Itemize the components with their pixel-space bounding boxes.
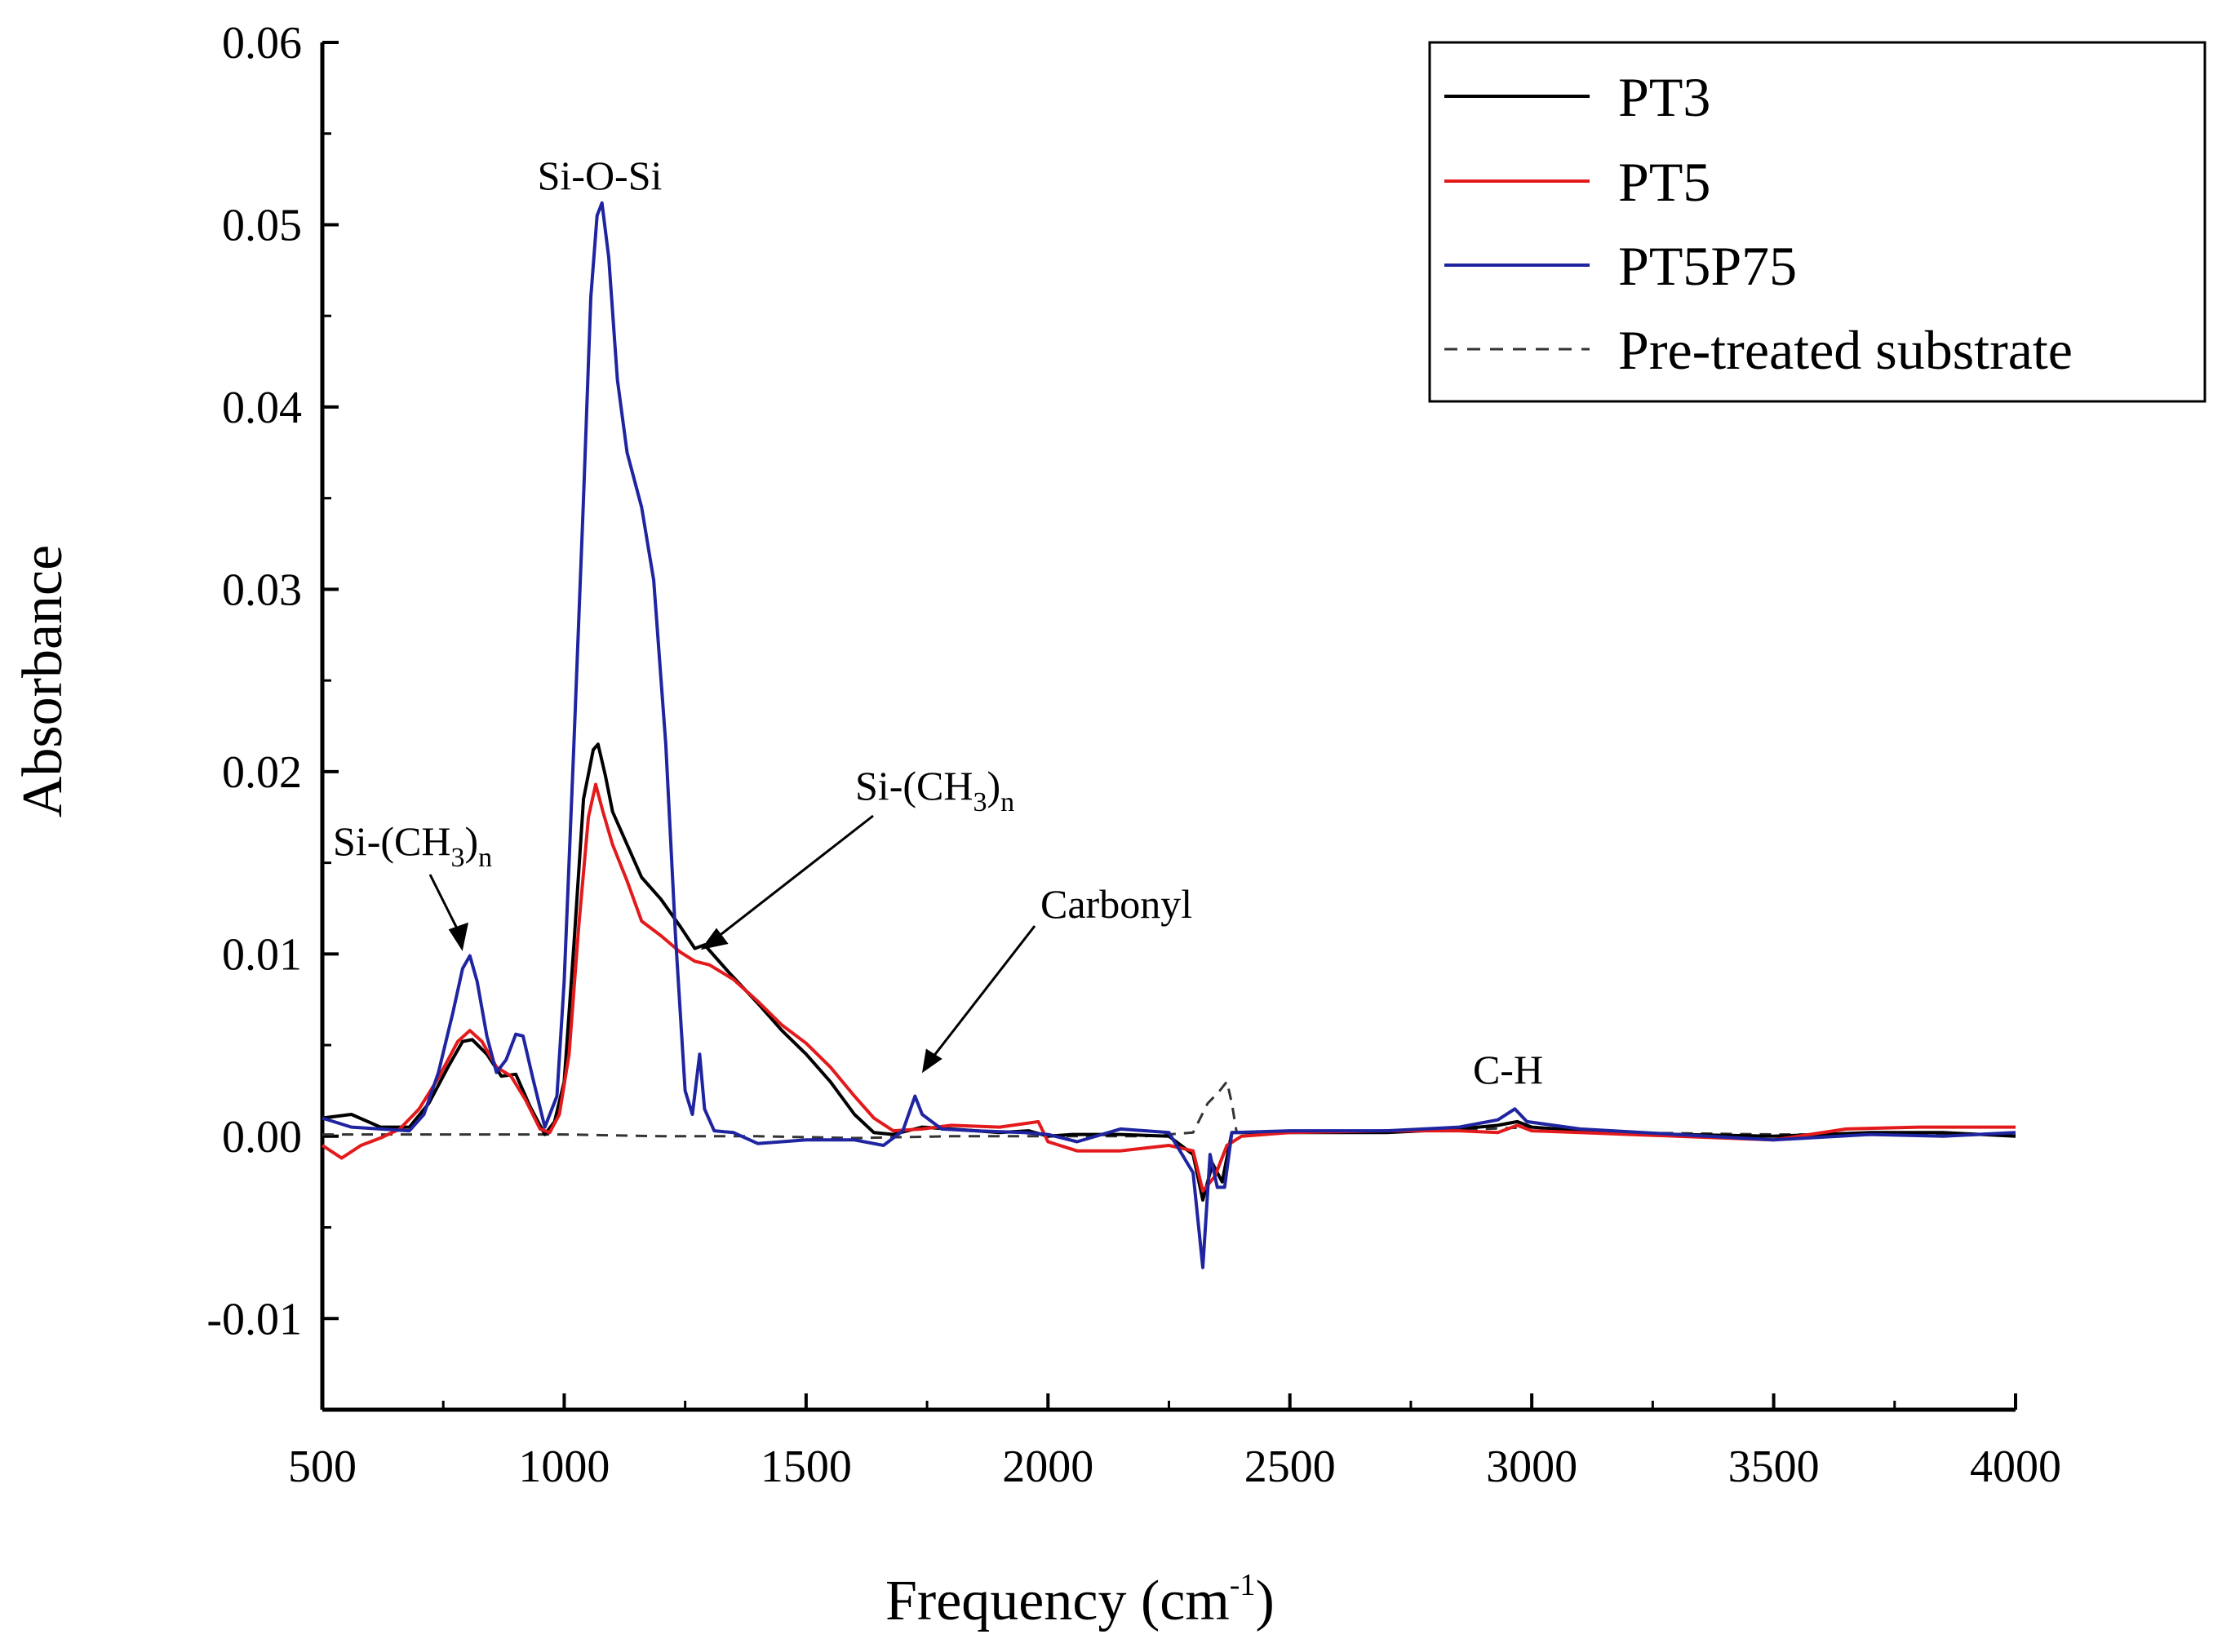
arrow-si-ch3-left-head — [448, 922, 469, 951]
arrow-carbonyl — [929, 925, 1036, 1061]
annotation-c-h: C-H — [1473, 1047, 1543, 1092]
y-tick-label: 0.04 — [222, 383, 302, 433]
y-tick-label: 0.03 — [222, 565, 302, 615]
x-tick-label: 500 — [288, 1442, 357, 1492]
series-line-pt5p75 — [322, 201, 2016, 1269]
annotation-carbonyl: Carbonyl — [1040, 881, 1192, 927]
x-tick-label: 2500 — [1244, 1442, 1336, 1492]
series-line-pre-treated-substrate — [322, 1080, 2016, 1140]
annotation-arrows — [428, 814, 1036, 1074]
axis-ticks: 500 1000 1500 2000 2500 3000 3500 4000 -0.01 0.00… — [206, 18, 2061, 1492]
annotation-si-ch3-left: Si-(CH3)n — [333, 818, 492, 873]
legend-box — [1428, 41, 2206, 403]
series-layer — [321, 201, 2016, 1269]
x-axis-title: Frequency (cm-1) — [885, 1568, 1275, 1632]
legend-label: Pre-treated substrate — [1618, 319, 2073, 381]
x-tick-label: 1000 — [518, 1442, 610, 1492]
y-tick-label: 0.01 — [222, 929, 302, 980]
x-tick-label: 2000 — [1002, 1442, 1093, 1492]
y-tick-label: -0.01 — [206, 1294, 302, 1344]
y-axis-title: Absorbance — [11, 545, 74, 817]
series-line-pt5 — [321, 782, 2016, 1193]
y-tick-label: 0.05 — [222, 200, 302, 250]
x-tick-label: 1500 — [761, 1442, 852, 1492]
arrow-si-ch3-right — [713, 814, 874, 941]
arrow-si-ch3-right-head — [700, 928, 729, 950]
annotations: Si-O-Si Si-(CH3)n Si-(CH3)n Carbonyl C-H — [333, 153, 1543, 1092]
legend-label: PT5 — [1618, 151, 1710, 213]
legend-label: PT3 — [1618, 66, 1710, 128]
x-tick-label: 4000 — [1970, 1442, 2061, 1492]
arrow-carbonyl-head — [921, 1048, 942, 1074]
y-tick-label: 0.02 — [222, 747, 302, 798]
annotation-si-o-si: Si-O-Si — [538, 153, 663, 198]
annotation-si-ch3-right: Si-(CH3)n — [855, 763, 1014, 817]
x-tick-label: 3500 — [1728, 1442, 1820, 1492]
y-tick-label: 0.06 — [222, 18, 302, 69]
x-tick-label: 3000 — [1486, 1442, 1577, 1492]
y-tick-label: 0.00 — [222, 1112, 302, 1163]
legend: PT3 PT5 PT5P75 Pre-treated substrate — [1428, 41, 2206, 403]
legend-label: PT5P75 — [1618, 235, 1797, 297]
